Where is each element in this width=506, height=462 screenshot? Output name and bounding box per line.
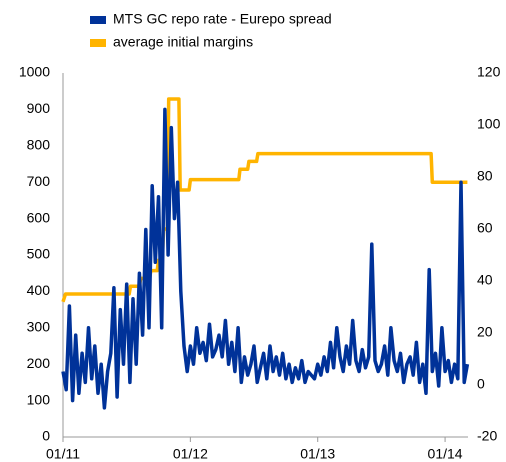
y-tick-label: 0 [42, 428, 50, 444]
x-tick-label: 01/12 [173, 446, 208, 462]
x-tick-label: 01/11 [46, 446, 80, 462]
legend-swatch [90, 39, 106, 47]
y-tick-label: 100 [27, 391, 51, 407]
y-tick-label: 600 [27, 209, 51, 225]
y-tick-label: 500 [27, 246, 51, 262]
y2-tick-label: 100 [477, 116, 501, 132]
legend-swatch [90, 16, 106, 24]
legend-label: MTS GC repo rate - Eurepo spread [113, 11, 332, 27]
legend-label: average initial margins [113, 34, 253, 50]
y-tick-label: 800 [27, 137, 51, 153]
y-tick-label: 200 [27, 355, 51, 371]
x-tick-label: 01/14 [428, 446, 463, 462]
y-tick-label: 300 [27, 319, 51, 335]
y2-tick-label: 20 [477, 324, 493, 340]
y-tick-label: 900 [27, 100, 51, 116]
x-tick-label: 01/13 [300, 446, 335, 462]
series-line [61, 97, 468, 303]
y2-tick-label: 0 [477, 376, 485, 392]
y-tick-label: 700 [27, 173, 51, 189]
y2-tick-label: -20 [477, 428, 497, 444]
y2-tick-label: 120 [477, 64, 501, 80]
y2-tick-label: 40 [477, 272, 493, 288]
y2-tick-label: 60 [477, 220, 493, 236]
series-line [61, 107, 470, 410]
y-tick-label: 1000 [19, 64, 50, 80]
y-tick-label: 400 [27, 282, 51, 298]
y2-tick-label: 80 [477, 168, 493, 184]
